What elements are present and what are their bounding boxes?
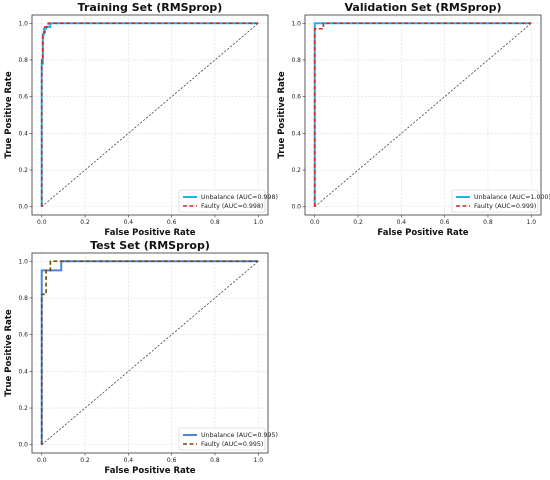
y-tick-label: 0.8 — [18, 295, 28, 302]
x-axis-label: False Positive Rate — [104, 466, 195, 476]
y-tick-label: 0.6 — [291, 94, 301, 101]
random-classifier-diagonal — [41, 260, 259, 446]
y-axis-label: True Positive Rate — [4, 71, 14, 158]
legend-box — [178, 427, 266, 451]
roc-curve-faulty — [40, 22, 259, 207]
roc-panel-1: 0.0 0.0 0.2 0.2 0.4 0.4 0.6 0.6 0.8 0.8 1.0 1.0 Trai… — [4, 1, 278, 238]
roc-curve-faulty — [40, 260, 259, 445]
y-axis-label: True Positive Rate — [277, 71, 287, 158]
chart-title: Training Set (RMSprop) — [78, 1, 223, 14]
y-tick-label: 1.0 — [18, 258, 28, 265]
x-tick-label: 0.6 — [167, 219, 177, 226]
legend: Unbalance (AUC=0.998) Faulty (AUC=0.998) — [178, 189, 278, 213]
random-classifier-diagonal — [41, 22, 259, 208]
random-classifier-diagonal — [314, 22, 532, 208]
x-tick-label: 0.2 — [80, 219, 90, 226]
y-tick-label: 0.4 — [291, 130, 301, 137]
legend-box — [451, 189, 539, 213]
x-tick-label: 0.4 — [124, 219, 134, 226]
y-tick-label: 0.0 — [18, 204, 28, 211]
roc-panel-2: 0.0 0.0 0.2 0.2 0.4 0.4 0.6 0.6 0.8 0.8 1.0 1.0 Vali… — [277, 1, 550, 238]
legend-label-unbalance: Unbalance (AUC=0.998) — [201, 194, 278, 201]
legend: Unbalance (AUC=0.995) Faulty (AUC=0.995) — [178, 427, 278, 451]
chart-title: Test Set (RMSprop) — [90, 239, 210, 252]
y-tick-label: 0.0 — [291, 204, 301, 211]
y-tick-label: 0.2 — [291, 167, 301, 174]
y-tick-label: 0.6 — [18, 332, 28, 339]
y-tick-label: 0.6 — [18, 94, 28, 101]
x-tick-label: 1.0 — [253, 457, 263, 464]
legend-box — [178, 189, 266, 213]
x-tick-label: 0.4 — [397, 219, 407, 226]
x-tick-label: 0.0 — [310, 219, 320, 226]
legend-label-faulty: Faulty (AUC=0.998) — [201, 203, 263, 210]
legend-label-faulty: Faulty (AUC=0.995) — [201, 441, 263, 448]
x-tick-label: 1.0 — [526, 219, 536, 226]
x-axis-label: False Positive Rate — [377, 228, 468, 238]
x-tick-label: 0.6 — [167, 457, 177, 464]
x-tick-label: 0.8 — [483, 219, 493, 226]
roc-panel-3: 0.0 0.0 0.2 0.2 0.4 0.4 0.6 0.6 0.8 0.8 1.0 1.0 Test… — [4, 239, 278, 476]
x-tick-label: 0.8 — [210, 219, 220, 226]
plot-frame — [31, 14, 269, 216]
x-tick-label: 0.0 — [37, 457, 47, 464]
x-tick-label: 0.4 — [124, 457, 134, 464]
x-tick-label: 1.0 — [253, 219, 263, 226]
legend-label-unbalance: Unbalance (AUC=1.000) — [474, 194, 550, 201]
legend: Unbalance (AUC=1.000) Faulty (AUC=0.999) — [451, 189, 550, 213]
plot-frame — [31, 252, 269, 454]
legend-label-faulty: Faulty (AUC=0.999) — [474, 203, 536, 210]
x-tick-label: 0.2 — [353, 219, 363, 226]
x-axis-label: False Positive Rate — [104, 228, 195, 238]
y-tick-label: 0.0 — [18, 442, 28, 449]
x-tick-label: 0.0 — [37, 219, 47, 226]
x-tick-label: 0.2 — [80, 457, 90, 464]
y-tick-label: 1.0 — [291, 20, 301, 27]
y-tick-label: 1.0 — [18, 20, 28, 27]
y-tick-label: 0.2 — [18, 405, 28, 412]
x-tick-label: 0.8 — [210, 457, 220, 464]
chart-title: Validation Set (RMSprop) — [344, 1, 501, 14]
y-tick-label: 0.8 — [291, 57, 301, 64]
plot-frame — [304, 14, 542, 216]
y-axis-label: True Positive Rate — [4, 309, 14, 396]
x-tick-label: 0.6 — [440, 219, 450, 226]
y-tick-label: 0.4 — [18, 130, 28, 137]
legend-label-unbalance: Unbalance (AUC=0.995) — [201, 432, 278, 439]
y-tick-label: 0.4 — [18, 368, 28, 375]
y-tick-label: 0.2 — [18, 167, 28, 174]
y-tick-label: 0.8 — [18, 57, 28, 64]
roc-curve-faulty — [313, 22, 532, 207]
